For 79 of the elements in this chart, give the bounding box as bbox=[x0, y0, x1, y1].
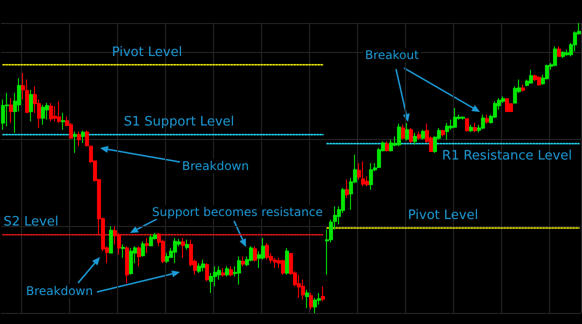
candlestick bbox=[229, 266, 233, 277]
candlestick bbox=[77, 130, 81, 147]
candlestick bbox=[345, 179, 349, 198]
candlestick bbox=[5, 92, 9, 127]
candlestick bbox=[125, 246, 129, 284]
candlestick bbox=[181, 237, 185, 258]
candlestick bbox=[149, 234, 153, 247]
candlestick bbox=[205, 262, 209, 282]
candlestick bbox=[473, 122, 477, 133]
candlestick bbox=[253, 246, 257, 262]
candlestick bbox=[313, 297, 317, 314]
candlestick bbox=[121, 244, 125, 258]
candlestick bbox=[309, 292, 313, 310]
series-label: S1 Support Level bbox=[124, 114, 234, 130]
candlestick bbox=[185, 239, 189, 250]
candlestick bbox=[369, 162, 373, 190]
candlestick bbox=[453, 107, 457, 128]
series-label: R1 Resistance Level bbox=[442, 148, 572, 164]
candlestick bbox=[389, 139, 393, 152]
candlestick bbox=[533, 74, 537, 82]
series-label: Pivot Level bbox=[408, 208, 478, 224]
candlestick bbox=[405, 122, 409, 141]
candlestick bbox=[465, 118, 469, 132]
candlestick bbox=[385, 140, 389, 152]
candlestick bbox=[225, 266, 229, 277]
candlestick bbox=[521, 84, 525, 92]
series-label: S2 Level bbox=[4, 214, 58, 230]
candlestick bbox=[137, 246, 141, 267]
annotation: Breakout bbox=[365, 48, 420, 62]
candlestick bbox=[553, 46, 557, 67]
annotation: Support becomes resistance bbox=[152, 205, 323, 219]
candlestick bbox=[529, 69, 533, 84]
candlestick bbox=[41, 104, 45, 126]
candlestick bbox=[165, 252, 169, 264]
candlestick bbox=[9, 98, 13, 124]
candlestick bbox=[197, 262, 201, 274]
candlestick bbox=[321, 286, 325, 302]
candlestick bbox=[445, 122, 449, 140]
candlestick bbox=[561, 50, 565, 59]
candlestick bbox=[285, 248, 289, 276]
candlestick bbox=[413, 132, 417, 146]
candlestick bbox=[109, 226, 113, 254]
candlestick bbox=[469, 124, 473, 133]
candlestick bbox=[221, 268, 225, 277]
candlestick bbox=[237, 256, 241, 286]
candlestick bbox=[305, 289, 309, 309]
annotation: Breakdown bbox=[26, 284, 93, 298]
candlestick bbox=[421, 129, 425, 140]
candlestick bbox=[73, 130, 77, 154]
candlestick bbox=[49, 102, 53, 122]
candlestick bbox=[61, 112, 65, 130]
candlestick bbox=[129, 248, 133, 276]
candlestick bbox=[273, 257, 277, 269]
candlestick bbox=[481, 114, 485, 130]
candlestick bbox=[397, 123, 401, 147]
candlestick bbox=[81, 130, 85, 144]
candlestick bbox=[401, 124, 405, 140]
candlestick bbox=[557, 46, 561, 58]
candlestick bbox=[201, 259, 205, 272]
candlestick bbox=[417, 130, 421, 140]
candlestick bbox=[485, 114, 489, 124]
candlestick bbox=[173, 237, 177, 264]
candlestick bbox=[537, 76, 541, 86]
candlestick bbox=[53, 106, 57, 122]
candlestick bbox=[297, 274, 301, 298]
candlestick bbox=[265, 242, 269, 260]
candlestick bbox=[57, 100, 61, 124]
candlestick bbox=[505, 98, 509, 112]
series-label: Pivot Level bbox=[112, 44, 182, 60]
candlestick bbox=[441, 129, 445, 137]
candlestick bbox=[145, 237, 149, 254]
candlestick bbox=[141, 240, 145, 257]
candlestick bbox=[461, 116, 465, 120]
candlestick bbox=[281, 259, 285, 276]
candlestick bbox=[29, 89, 33, 122]
candlestick bbox=[361, 160, 365, 187]
annotation: Breakdown bbox=[182, 159, 249, 173]
candlestick bbox=[241, 256, 245, 267]
candlestick bbox=[409, 127, 413, 144]
